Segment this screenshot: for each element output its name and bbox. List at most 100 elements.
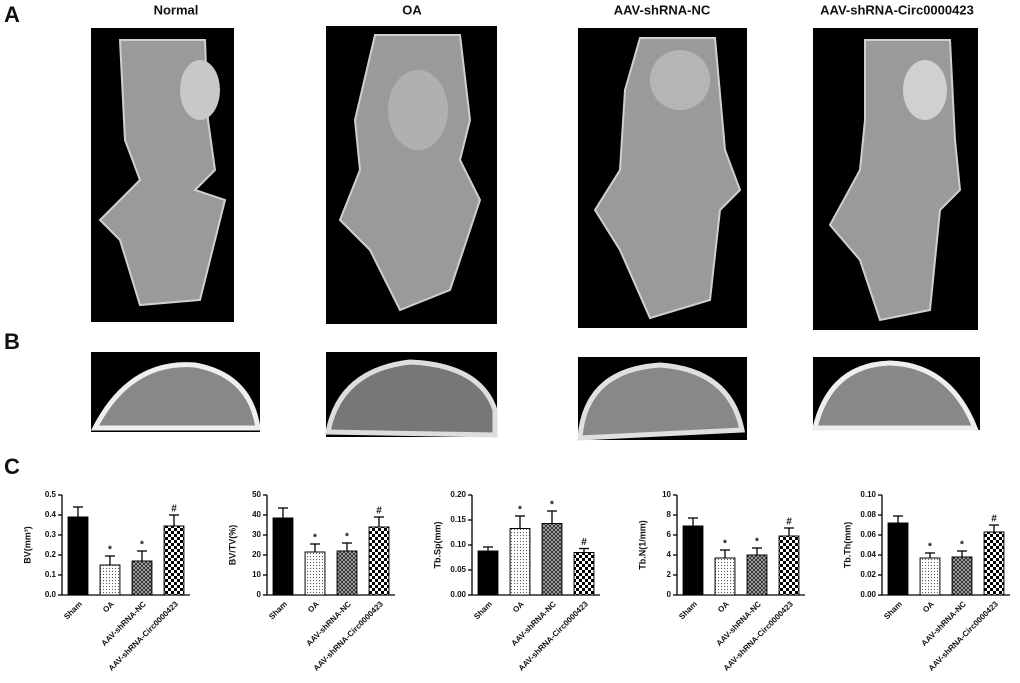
y-axis-label: BV/TV(%) [227,525,237,566]
y-tick-label: 0.05 [450,565,466,574]
y-tick-label: 0.08 [860,510,876,519]
y-tick-label: 40 [252,510,261,519]
y-tick-label: 4 [667,550,672,559]
y-tick-label: 0.3 [45,530,57,539]
bar [887,522,909,596]
y-tick-label: 0.15 [450,515,466,524]
y-tick-label: 0.1 [45,570,57,579]
bar [131,560,153,596]
x-tick-label: Sham [472,600,494,622]
y-tick-label: 10 [252,570,261,579]
y-tick-label: 0 [667,590,672,599]
bar [573,552,595,596]
bar [778,535,800,596]
x-tick-label: OA [101,599,116,614]
y-tick-label: 0.20 [450,490,466,499]
significance-label: * [723,539,727,550]
ct-image [578,28,747,328]
y-tick-label: 0.2 [45,550,57,559]
bar [951,556,973,596]
y-tick-label: 0.4 [45,510,57,519]
section-image [324,352,498,438]
bar [336,550,358,596]
column-title: AAV-shRNA-Circ0000423 [820,2,974,17]
bar [67,516,89,596]
bar [99,564,121,596]
bar [272,517,294,596]
y-tick-label: 20 [252,550,261,559]
significance-label: # [581,537,587,548]
x-tick-label: Sham [62,600,84,622]
significance-label: * [550,500,554,511]
significance-label: * [108,545,112,556]
significance-label: * [928,542,932,553]
y-tick-label: 0.06 [860,530,876,539]
column-title: AAV-shRNA-NC [614,2,711,17]
significance-label: * [518,505,522,516]
ct-image [813,28,978,330]
y-tick-label: 10 [662,490,671,499]
significance-label: * [755,537,759,548]
section-image [90,352,261,432]
x-tick-label: Sham [882,600,904,622]
x-tick-label: OA [511,599,526,614]
y-tick-label: 0.10 [860,490,876,499]
bar [714,557,736,596]
bar [746,554,768,596]
bar [509,528,531,596]
bar [682,525,704,596]
y-tick-label: 0.04 [860,550,876,559]
x-tick-label: OA [921,599,936,614]
y-tick-label: 30 [252,530,261,539]
panel-label: A [4,2,20,27]
bar [304,551,326,596]
panel-label: B [4,329,20,354]
significance-label: # [991,514,997,525]
y-tick-label: 0.10 [450,540,466,549]
y-tick-label: 0.0 [45,590,57,599]
y-tick-label: 0.5 [45,490,57,499]
ct-image [91,28,234,322]
bar [477,550,499,596]
section-image [577,357,747,441]
bar-chart: BV/TV(%)01020304050Sham*OA*AAV-shRNA-NC#… [227,490,395,673]
bar [983,531,1005,596]
significance-label: * [960,540,964,551]
bar-chart: Tb.Sp(mm)0.000.050.100.150.20Sham*OA*AAV… [432,490,600,673]
x-tick-label: Sham [677,600,699,622]
panel-label: C [4,454,20,479]
x-tick-label: Sham [267,600,289,622]
y-axis-label: Tb.Th(mm) [842,522,852,569]
bar-chart: BV(mm³)0.00.10.20.30.40.5Sham*OA*AAV-shR… [22,490,190,673]
y-tick-label: 8 [667,510,672,519]
significance-label: * [140,540,144,551]
significance-label: # [376,506,382,517]
y-tick-label: 0.02 [860,570,876,579]
y-tick-label: 6 [667,530,672,539]
y-tick-label: 0 [257,590,262,599]
bar [163,525,185,596]
ct-image [326,26,497,324]
bar-chart: Tb.N(1/mm)0246810Sham*OA*AAV-shRNA-NC#AA… [637,490,805,673]
bar-chart: Tb.Th(mm) 0.00 0.02 0.04 0.06 0.08 0.10 Sham * OA… [842,490,1010,673]
y-axis-label: BV(mm³) [22,526,32,564]
significance-label: # [786,517,792,528]
y-tick-label: 2 [667,570,672,579]
x-tick-label: OA [716,599,731,614]
x-tick-label: OA [306,599,321,614]
y-tick-label: 0.00 [860,590,876,599]
column-title: OA [402,2,422,17]
y-axis-label: Tb.N(1/mm) [637,520,647,570]
bar [368,526,390,596]
bar [541,523,563,596]
section-image [811,357,980,431]
y-tick-label: 0.00 [450,590,466,599]
significance-label: # [171,504,177,515]
significance-label: * [345,532,349,543]
bar [919,557,941,596]
column-title: Normal [154,2,199,17]
y-axis-label: Tb.Sp(mm) [432,522,442,569]
y-tick-label: 50 [252,490,261,499]
significance-label: * [313,533,317,544]
